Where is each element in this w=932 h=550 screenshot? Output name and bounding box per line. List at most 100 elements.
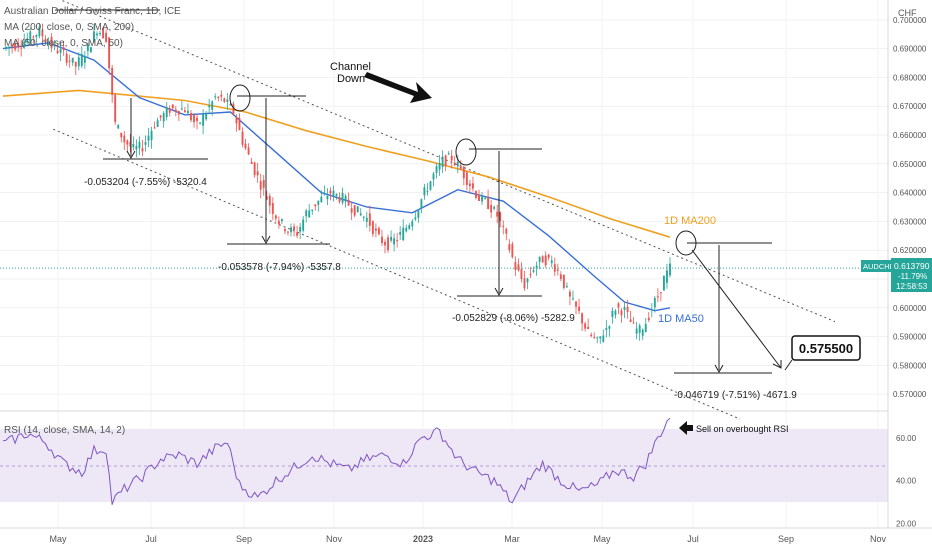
channel-lower-line[interactable]: [53, 128, 741, 420]
sell-note: Sell on overbought RSI: [696, 424, 789, 434]
candle-body: [399, 231, 402, 235]
candle-body: [538, 256, 541, 262]
candle-body: [326, 196, 329, 200]
candle-body: [508, 244, 511, 251]
candle-body: [559, 274, 562, 280]
candle-body: [126, 140, 129, 145]
price-tick-label: 0.700000: [893, 16, 927, 25]
measure-4[interactable]: -0.046719 (-7.51%) -4671.9: [674, 242, 797, 401]
time-tick-label: May: [49, 534, 67, 544]
measure-2-arrowhead: [261, 235, 271, 245]
candle-body: [438, 162, 441, 170]
candle-body: [44, 39, 47, 42]
candle-body: [8, 46, 11, 49]
candle-body: [587, 326, 590, 330]
candle-body: [478, 194, 480, 202]
candle-body: [523, 278, 526, 289]
candle-body: [196, 117, 198, 122]
price-badge[interactable]: AUDCHF 0.613790 -11.79% 12:58:53: [861, 258, 932, 292]
candle-body: [74, 62, 77, 67]
candle-body: [374, 228, 377, 231]
candle-body: [93, 31, 95, 42]
candle-body: [350, 208, 353, 213]
candle-body: [32, 36, 35, 38]
candle-body: [68, 60, 71, 62]
candle-body: [335, 193, 338, 196]
measure-2[interactable]: -0.053578 (-7.94%) -5357.8: [218, 95, 341, 273]
candle-body: [359, 213, 362, 216]
time-tick-label: Nov: [870, 534, 887, 544]
candle-body: [629, 319, 632, 323]
rsi-legend: RSI (14, close, SMA, 14, 2): [4, 425, 126, 436]
candle-body: [332, 190, 335, 197]
price-tick-label: 0.590000: [893, 333, 927, 342]
candle-body: [241, 131, 244, 145]
candle-body: [41, 30, 44, 37]
measure-1[interactable]: -0.053204 (-7.55%) -5320.4: [55, 9, 208, 188]
candle-body: [547, 254, 550, 258]
sell-note-arrow: [679, 421, 693, 435]
channel-down-line-2: Down: [337, 73, 365, 85]
candle-body: [117, 124, 120, 129]
candle-body: [211, 101, 214, 110]
candle-body: [290, 227, 292, 233]
candle-body: [293, 226, 295, 230]
candle-body: [490, 205, 493, 213]
candle-body: [238, 117, 241, 130]
target-callout[interactable]: 0.575500: [791, 335, 861, 361]
candle-body: [120, 132, 123, 138]
candle-body: [420, 199, 423, 209]
rsi-axis[interactable]: 60.00 40.00 20.00: [896, 434, 917, 529]
candle-body: [50, 36, 53, 48]
candle-body: [562, 274, 565, 288]
candle-body: [232, 103, 235, 114]
candle-body: [368, 213, 371, 226]
candle-body: [626, 306, 629, 312]
candle-body: [535, 265, 538, 268]
time-tick-label: Jul: [687, 534, 699, 544]
time-tick-label: Mar: [504, 534, 520, 544]
candle-body: [341, 192, 344, 203]
candle-body: [423, 187, 426, 196]
candle-body: [338, 196, 341, 202]
candle-body: [387, 237, 389, 251]
candle-body: [65, 53, 68, 63]
touch-circle-3: [675, 230, 697, 256]
candle-body: [447, 153, 450, 155]
price-tick-label: 0.680000: [893, 73, 927, 82]
ma50-label: 1D MA50: [658, 313, 704, 325]
candle-body: [590, 334, 593, 337]
candle-body: [465, 172, 468, 185]
candle-body: [444, 155, 447, 166]
candle-body: [108, 37, 111, 69]
candle-body: [17, 42, 20, 48]
candle-body: [323, 193, 326, 195]
projection-line: [691, 249, 782, 369]
candle-body: [553, 264, 556, 272]
candle-body: [511, 244, 514, 258]
time-axis[interactable]: May Jul Sep Nov 2023 Mar May Jul Sep Nov: [49, 534, 886, 544]
candle-body: [650, 309, 653, 311]
ma200-label: 1D MA200: [664, 215, 716, 227]
candle-body: [102, 28, 104, 39]
measure-3[interactable]: -0.052829 (-8.06%) -5282.9: [452, 148, 575, 324]
candle-body: [426, 190, 429, 192]
candle-body: [432, 173, 435, 180]
candle-body: [669, 263, 671, 276]
symbol-tag: [861, 260, 891, 272]
candle-body: [471, 183, 474, 189]
candle-body: [647, 317, 650, 321]
rsi-tick-label: 20.00: [896, 520, 917, 529]
candle-body: [180, 108, 183, 110]
candle-body: [344, 196, 347, 202]
candle-body: [311, 209, 314, 212]
candle-body: [259, 181, 262, 190]
candle-body: [20, 47, 23, 49]
candle-body: [38, 26, 41, 37]
candle-body: [229, 103, 232, 105]
candle-body: [641, 329, 644, 336]
candle-body: [414, 217, 417, 220]
candle-body: [435, 166, 438, 173]
candle-body: [5, 46, 7, 49]
